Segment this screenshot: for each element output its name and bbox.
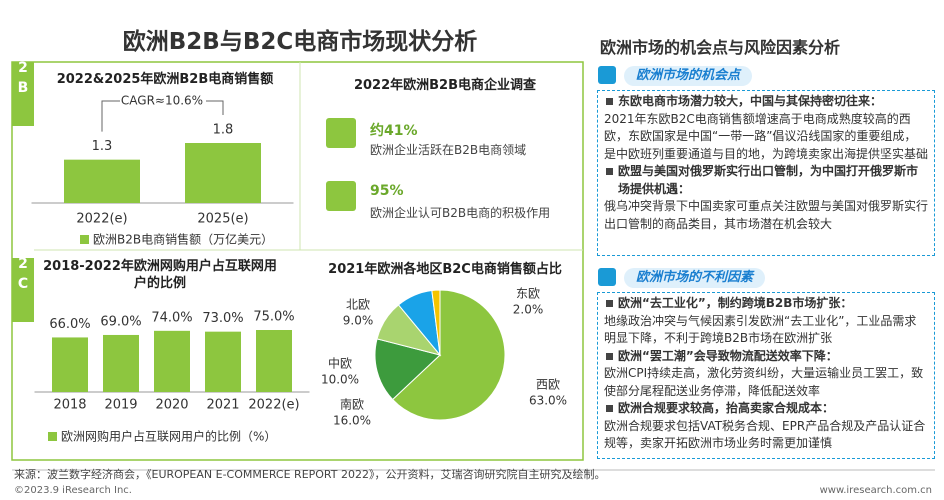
pie-slice [374, 338, 442, 401]
chart-title: 2021年欧洲各地区B2C电商销售额占比 [328, 262, 562, 277]
b2c-tag [12, 258, 34, 322]
legend-swatch [80, 235, 89, 244]
x-tick-label: 2025(e) [197, 212, 248, 227]
section-heading: 欧洲市场的不利因素 [624, 268, 766, 288]
icon [598, 66, 616, 84]
value-label: 74.0% [151, 310, 192, 325]
right-title: 欧洲市场的机会点与风险因素分析 [600, 38, 841, 57]
slice-name: 中欧 [328, 356, 352, 371]
b2b-tag [12, 62, 34, 126]
section-box: 欧洲“去工业化”，制约跨境B2B市场扩张： 地缘政治冲突与气候因素引发欧洲“去工业… [597, 292, 935, 459]
survey-icon [326, 118, 356, 148]
bar [154, 330, 190, 392]
slice-value: 63.0% [529, 394, 567, 408]
pie-slice [391, 289, 506, 421]
legend-label: 欧洲B2B电商销售额（万亿美元） [93, 232, 273, 247]
item-body: 欧洲CPI持续走高，激化劳资纠纷，大量运输业员工罢工，致使部分尾程配送业务停滞，… [604, 366, 924, 398]
item-heading: 欧盟与美国对俄罗斯实行出口管制，为中国打开俄罗斯市场提供机遇： [604, 163, 928, 198]
slice-name: 西欧 [536, 378, 560, 392]
annotation: CAGR≈10.6% [121, 94, 203, 108]
survey-text: 欧洲企业活跃在B2B电商领域 [370, 143, 527, 157]
page-title: 欧洲B2B与B2C电商市场现状分析 [122, 29, 478, 55]
x-tick-label: 2022(e) [76, 212, 127, 227]
item-heading: 欧洲“去工业化”，制约跨境B2B市场扩张： [604, 295, 928, 313]
survey-value: 95% [370, 183, 404, 199]
bar [185, 143, 261, 203]
pie-slice [431, 289, 441, 356]
slice-value: 9.0% [343, 314, 374, 328]
slice-value: 2.0% [513, 303, 544, 317]
side-label: B2B [15, 40, 31, 100]
slice-value: 10.0% [321, 373, 359, 387]
cagr-bg [120, 93, 206, 109]
bar [103, 334, 139, 392]
value-label: 75.0% [253, 310, 294, 325]
chart-title: 2018-2022年欧洲网购用户占互联网用户的比例 [43, 259, 277, 291]
item-heading: 欧洲合规要求较高，抬高卖家合规成本： [604, 400, 928, 418]
x-tick-label: 2021 [206, 398, 239, 413]
slice-name: 东欧 [516, 287, 540, 301]
value-label: 1.8 [213, 123, 234, 138]
item-body: 俄乌冲突背景下中国卖家可重点关注欧盟与美国对俄罗斯实行出口管制的商品类目，其市场… [604, 199, 929, 231]
item-body: 2021年东欧B2C电商销售额增速高于电商成熟度较高的西欧，东欧国家是中国“一带… [604, 111, 929, 161]
slice-value: 16.0% [333, 414, 371, 428]
footer-right: www.iresearch.com.cn [819, 485, 932, 496]
x-tick-label: 2019 [104, 398, 137, 413]
source: 来源：波兰数字经济商会，《EUROPEAN E-COMMERCE REPORT … [14, 468, 606, 481]
footer-left: ©2023.9 iResearch Inc. [14, 485, 132, 496]
survey-icon [326, 181, 356, 211]
section-box: 东欧电商市场潜力较大，中国与其保持密切往来： 2021年东欧B2C电商销售额增速高… [597, 90, 935, 256]
bar [64, 159, 140, 203]
survey-title: 2022年欧洲B2B电商企业调查 [353, 78, 537, 93]
legend-label: 欧洲网购用户占互联网用户的比例（%） [61, 429, 276, 444]
slice-name: 北欧 [346, 298, 370, 312]
chart-title: 2022&2025年欧洲B2B电商销售额 [56, 72, 274, 87]
item-body: 地缘政治冲突与气候因素引发欧洲“去工业化”，工业品需求明显下降，不利于跨境B2B… [604, 313, 917, 346]
survey-value: 约41% [370, 123, 418, 139]
bar [256, 330, 292, 392]
section-heading: 欧洲市场的机会点 [624, 66, 753, 86]
bar [52, 337, 88, 392]
bar [205, 331, 241, 392]
x-tick-label: 2018 [53, 398, 86, 413]
item-body: 欧洲合规要求包括VAT税务合规、EPR产品合规及产品认证合规等，卖家开拓欧洲市场… [604, 418, 926, 451]
legend-swatch [48, 432, 57, 441]
slice-name: 南欧 [340, 397, 364, 412]
side-label: B2C [15, 236, 31, 296]
item-heading: 东欧电商市场潜力较大，中国与其保持密切往来： [604, 93, 928, 111]
item-heading: 欧洲“罢工潮”会导致物流配送效率下降： [604, 348, 928, 366]
value-label: 1.3 [92, 139, 113, 154]
x-tick-label: 2022(e) [248, 398, 299, 413]
value-label: 66.0% [49, 317, 90, 332]
icon [598, 268, 616, 286]
value-label: 73.0% [202, 311, 243, 326]
survey-text: 欧洲企业认可B2B电商的积极作用 [370, 206, 551, 220]
x-tick-label: 2020 [155, 398, 188, 413]
value-label: 69.0% [100, 314, 141, 329]
